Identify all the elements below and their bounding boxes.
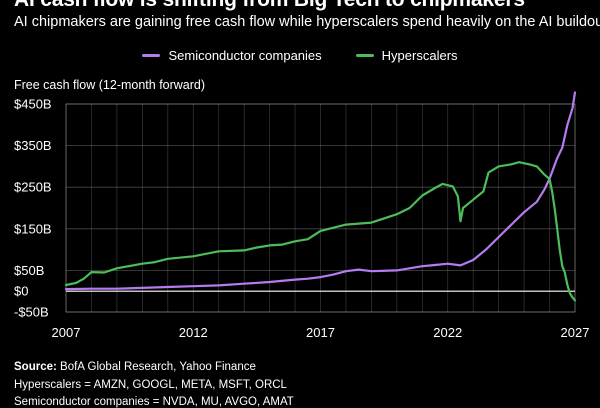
series <box>64 91 577 302</box>
x-tick-label: 2022 <box>433 325 462 340</box>
chart-subtitle: AI chipmakers are gaining free cash flow… <box>14 14 600 30</box>
y-tick-label: $0 <box>14 284 28 299</box>
legend-swatch-semis <box>142 54 161 57</box>
legend-swatch-hyperscalers <box>355 54 374 57</box>
x-tick-label: 2012 <box>179 325 208 340</box>
legend: Semiconductor companies Hyperscalers <box>0 48 600 63</box>
source-line: Source: BofA Global Research, Yahoo Fina… <box>14 361 256 373</box>
note-semis: Semiconductor companies = NVDA, MU, AVGO… <box>14 396 294 408</box>
chart-title: AI cash flow is shifting from Big Tech t… <box>14 0 525 12</box>
x-tick-label: 2007 <box>52 325 81 340</box>
y-tick-label: $350B <box>14 138 52 153</box>
source-label: Source: <box>14 361 57 373</box>
grid <box>65 103 576 313</box>
plot-frame <box>65 103 576 313</box>
y-tick-label: $50B <box>14 263 44 278</box>
y-axis-label: Free cash flow (12-month forward) <box>14 78 206 92</box>
y-tick-label: -$50B <box>14 305 49 320</box>
legend-label-semis: Semiconductor companies <box>168 48 322 63</box>
x-tick-label: 2017 <box>306 325 335 340</box>
y-tick-label: $450B <box>14 97 52 112</box>
series-line-semiconductor-companies <box>64 91 577 291</box>
legend-item-hyperscalers: Hyperscalers <box>355 48 458 63</box>
legend-item-semis: Semiconductor companies <box>142 48 322 63</box>
y-tick-label: $150B <box>14 221 52 236</box>
series-line-hyperscalers <box>64 161 577 302</box>
y-tick-label: $250B <box>14 180 52 195</box>
x-tick-label: 2027 <box>561 325 590 340</box>
legend-label-hyperscalers: Hyperscalers <box>381 48 458 63</box>
source-text: BofA Global Research, Yahoo Finance <box>60 361 256 373</box>
note-hyperscalers: Hyperscalers = AMZN, GOOGL, META, MSFT, … <box>14 379 287 391</box>
